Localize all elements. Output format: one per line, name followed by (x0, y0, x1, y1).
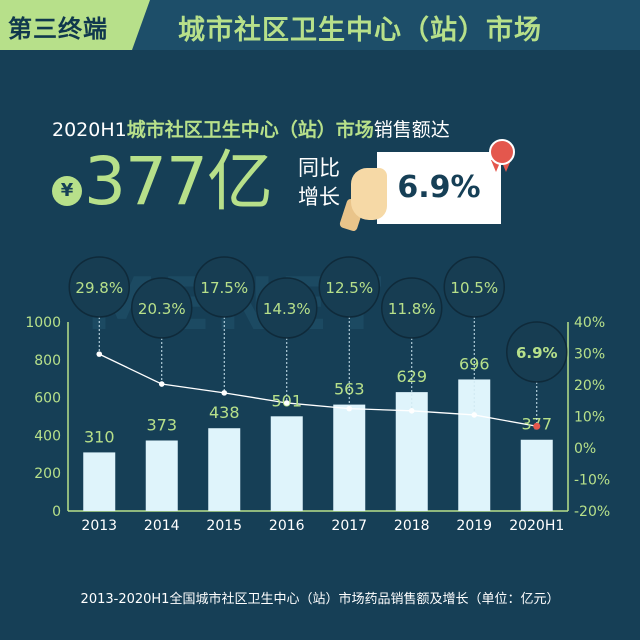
bar (520, 439, 553, 511)
growth-label: 6.9% (516, 344, 558, 362)
growth-bubble (443, 256, 505, 318)
growth-label: 14.3% (263, 300, 311, 318)
section-tag (0, 0, 150, 50)
bar (333, 404, 366, 511)
growth-bubble (318, 256, 380, 318)
y-right-tick-label: -10% (574, 473, 610, 489)
ribbon-tail-icon (501, 160, 511, 172)
growth-point (533, 422, 541, 430)
x-tick-label: 2017 (331, 518, 367, 534)
y-right-tick-label: 40% (574, 315, 605, 331)
growth-point (96, 351, 103, 357)
bar-value-label: 373 (146, 416, 177, 435)
growth-bubble (256, 277, 318, 339)
growth-point (408, 408, 415, 414)
bar (145, 440, 178, 511)
y-left-tick-label: 400 (34, 428, 61, 444)
growth-point (471, 412, 478, 418)
growth-point (283, 400, 290, 406)
y-left-tick-label: 200 (34, 466, 61, 482)
y-left-tick-label: 0 (52, 504, 61, 520)
growth-bubble (381, 277, 443, 339)
bar-value-label: 438 (209, 403, 240, 422)
growth-bubble (131, 277, 193, 339)
growth-label: 12.5% (325, 279, 373, 297)
page-title: 城市社区卫生中心（站）市场 (178, 15, 542, 46)
yoy-value: 6.9% (397, 170, 481, 205)
growth-label: 11.8% (388, 300, 436, 318)
growth-bubble (506, 321, 568, 383)
sales-value: 377亿 (84, 143, 273, 220)
y-right-tick-label: 20% (574, 378, 605, 394)
growth-bubble (193, 256, 255, 318)
x-tick-label: 2020H1 (509, 518, 564, 534)
y-left-tick-label: 600 (34, 391, 61, 407)
y-right-tick-label: 30% (574, 347, 605, 363)
y-left-tick-label: 800 (34, 353, 61, 369)
bar (458, 379, 491, 511)
growth-label: 20.3% (138, 300, 186, 318)
headline-prefix: 2020H1 (52, 119, 127, 141)
bar-value-label: 310 (84, 427, 115, 446)
section-tag-label: 第三终端 (8, 15, 108, 43)
growth-label: 10.5% (450, 279, 498, 297)
yoy-card: 6.9% (377, 152, 501, 224)
x-tick-label: 2015 (206, 518, 242, 534)
ribbon-tail-icon (491, 160, 501, 172)
yen-icon: ¥ (52, 176, 82, 206)
growth-point (346, 405, 353, 412)
x-tick-label: 2016 (269, 518, 305, 534)
yoy-label: 同比增长 (298, 156, 340, 209)
growth-point (221, 390, 228, 396)
headline: 2020H1城市社区卫生中心（站）市场销售额达 (52, 115, 450, 142)
growth-point (158, 381, 165, 387)
x-tick-label: 2019 (456, 518, 492, 534)
y-right-tick-label: 10% (574, 410, 605, 426)
bar (208, 428, 241, 511)
bar (270, 416, 303, 511)
bar-value-label: 696 (459, 354, 490, 373)
hand-icon (351, 168, 387, 220)
y-right-tick-label: 0% (574, 441, 596, 457)
x-tick-label: 2018 (394, 518, 430, 534)
growth-label: 29.8% (75, 279, 123, 297)
chart-footnote: 2013-2020H1全国城市社区卫生中心（站）市场药品销售额及增长（单位：亿元… (80, 592, 560, 607)
x-tick-label: 2014 (144, 518, 180, 534)
headline-suffix: 销售额达 (373, 119, 450, 141)
y-right-tick-label: -20% (574, 504, 610, 520)
growth-label: 17.5% (200, 279, 248, 297)
bar (83, 452, 116, 511)
growth-bubble (68, 256, 130, 318)
x-tick-label: 2013 (81, 518, 117, 534)
bar-value-label: 629 (396, 367, 427, 386)
y-left-tick-label: 1000 (25, 315, 61, 331)
headline-highlight: 城市社区卫生中心（站）市场 (126, 119, 374, 141)
growth-line (98, 353, 537, 427)
ribbon-badge-icon (489, 139, 515, 165)
